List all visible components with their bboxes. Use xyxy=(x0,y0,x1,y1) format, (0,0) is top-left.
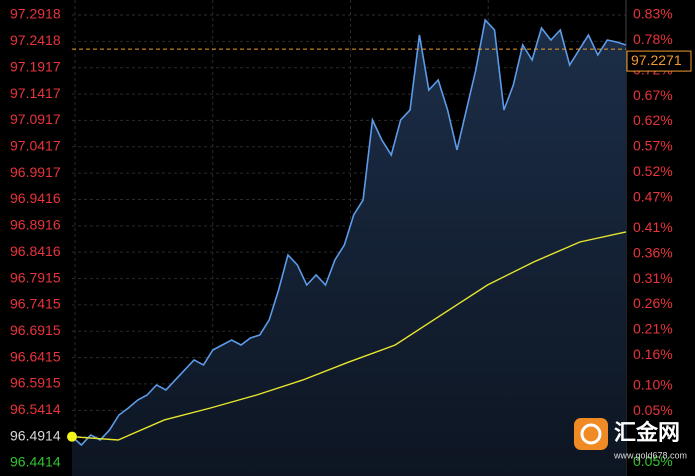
y-tick-label: 96.4914 xyxy=(10,427,61,443)
logo-icon xyxy=(574,418,608,450)
y2-tick-label: 0.62% xyxy=(633,112,673,128)
start-dot xyxy=(67,431,77,442)
y-tick-label: 96.8416 xyxy=(10,243,61,259)
y-tick-label: 96.7915 xyxy=(10,269,61,285)
y2-tick-label: 0.67% xyxy=(633,87,673,103)
y2-tick-label: 0.16% xyxy=(633,346,673,362)
y-tick-label: 96.5414 xyxy=(10,401,61,417)
y-tick-label: 97.0417 xyxy=(10,137,61,153)
y-tick-label: 96.6915 xyxy=(10,322,61,338)
last-price-label: 97.2271 xyxy=(631,52,682,68)
y-tick-label: 96.5915 xyxy=(10,375,61,391)
y2-tick-label: 0.78% xyxy=(633,31,673,47)
y-tick-label: 97.1417 xyxy=(10,85,61,101)
y2-tick-label: 0.57% xyxy=(633,138,673,154)
y2-tick-label: 0.52% xyxy=(633,163,673,179)
last-price-box xyxy=(626,50,692,72)
logo-mark xyxy=(580,423,602,445)
price-area xyxy=(72,20,626,476)
y-tick-label: 96.6415 xyxy=(10,348,61,364)
y-tick-label: 97.0917 xyxy=(10,111,61,127)
watermark: 汇金网 www.gold678.com xyxy=(574,418,687,460)
y-tick-label: 97.2918 xyxy=(10,6,61,22)
brand-name: 汇金网 xyxy=(614,420,680,445)
y2-tick-label: 0.36% xyxy=(633,244,673,260)
y-tick-label: 96.9917 xyxy=(10,164,61,180)
y2-tick-label: 0.05% xyxy=(633,453,673,469)
y-tick-label: 97.1917 xyxy=(10,58,61,74)
brand-url: www.gold678.com xyxy=(613,450,687,460)
y-tick-label: 96.8916 xyxy=(10,217,61,233)
y-tick-label: 96.7415 xyxy=(10,296,61,312)
y2-tick-label: 0.21% xyxy=(633,321,673,337)
y-tick-label: 97.2418 xyxy=(10,32,61,48)
y2-tick-label: 0.26% xyxy=(633,295,673,311)
average-line xyxy=(71,231,627,441)
y-tick-label: 96.4414 xyxy=(10,454,61,470)
y2-tick-label: 0.05% xyxy=(633,402,673,418)
y2-tick-label: 0.10% xyxy=(633,377,673,393)
y-tick-label: 96.9416 xyxy=(10,190,61,206)
y2-tick-label: 0.31% xyxy=(633,270,673,286)
y2-tick-label: 0.47% xyxy=(633,188,673,204)
y2-tick-label: 0.83% xyxy=(633,5,673,21)
price-line xyxy=(71,18,627,447)
y2-tick-label: 0.41% xyxy=(633,219,673,235)
